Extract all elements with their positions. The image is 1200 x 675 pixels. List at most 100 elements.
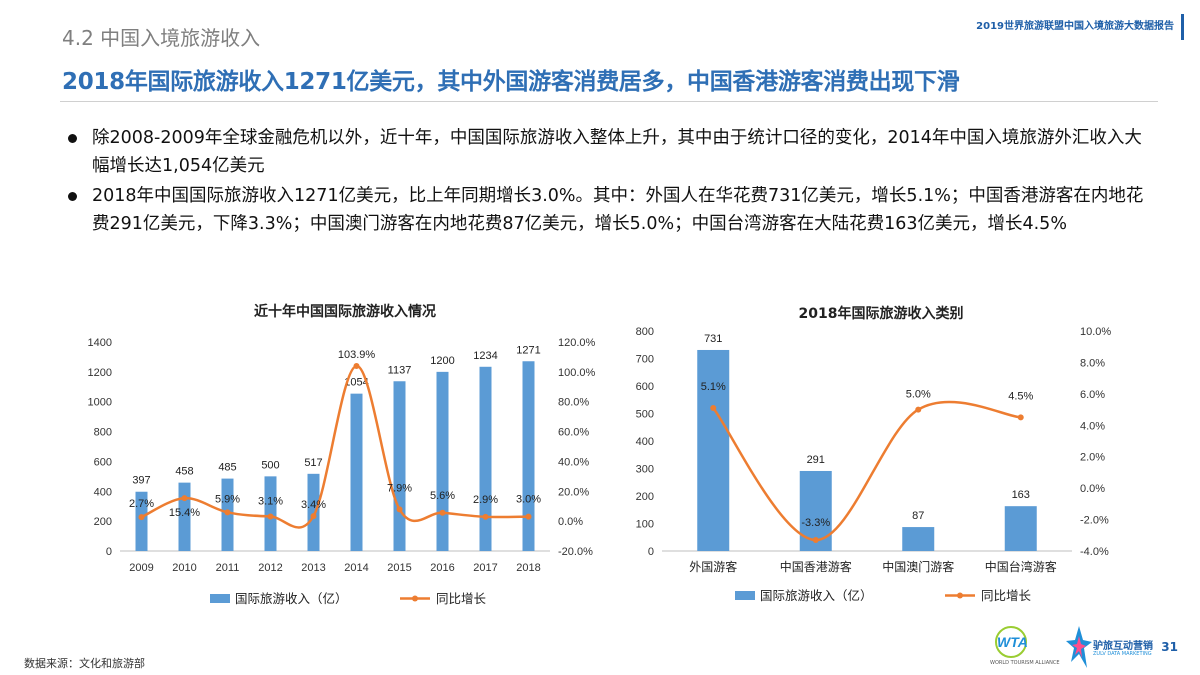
growth-value-label: 4.5% <box>1008 390 1033 402</box>
bar-value-label: 458 <box>175 466 193 478</box>
y-left-tick-label: 600 <box>636 381 654 393</box>
bar <box>436 371 449 551</box>
legend-label: 同比增长 <box>436 591 487 606</box>
growth-point <box>525 513 532 520</box>
page-headline: 2018年国际旅游收入1271亿美元，其中外国游客消费居多，中国香港游客消费出现… <box>62 69 960 95</box>
headline-divider <box>60 101 1158 102</box>
y-left-tick-label: 700 <box>636 354 654 366</box>
growth-point <box>396 506 403 513</box>
y-right-tick-label: -20.0% <box>558 546 593 558</box>
y-left-tick-label: 0 <box>106 546 112 558</box>
growth-value-label: 3.0% <box>516 494 541 506</box>
growth-point <box>710 405 717 411</box>
chart-2018-categories-svg: 2018年国际旅游收入类别 0 100 200 300 400 500 600 700 800 -4… <box>636 305 1112 603</box>
y-left-tick-label: 300 <box>636 464 654 476</box>
y-right-tick-label: 80.0% <box>558 397 589 409</box>
growth-line <box>140 364 529 529</box>
report-name: 2019世界旅游联盟中国入境旅游大数据报告 <box>976 21 1174 32</box>
bar <box>350 393 363 551</box>
growth-point <box>181 495 188 502</box>
legend-bar-swatch <box>735 591 755 600</box>
y-right-tick-label: 0.0% <box>558 516 583 528</box>
chart-decade-revenue-svg: 近十年中国国际旅游收入情况 0 200 400 600 800 1000 1200 1400 -2… <box>88 303 596 606</box>
bar-value-label: 1271 <box>516 344 540 356</box>
category-label: 2011 <box>216 562 240 574</box>
y-right-tick-label: 4.0% <box>1080 420 1105 432</box>
y-right-tick-label: 100.0% <box>558 367 596 379</box>
wta-logo-caption: WORLD TOURISM ALLIANCE <box>990 660 1060 666</box>
growth-line <box>712 400 1021 542</box>
bar-value-label: 1200 <box>430 355 454 367</box>
zulv-logo-subtext: ZULV DATA MARKETING <box>1093 651 1152 657</box>
y-right-tick-label: 60.0% <box>558 427 589 439</box>
y-right-tick-label: 10.0% <box>1080 326 1111 338</box>
y-left-tick-label: 800 <box>636 326 654 338</box>
y-left-tick-label: 400 <box>636 436 654 448</box>
growth-point <box>138 514 145 521</box>
zulv-logo-text: 驴旅互动营销 <box>1093 641 1153 652</box>
category-label: 2010 <box>172 562 196 574</box>
bullet-item: 除2008-2009年全球金融危机以外，近十年，中国国际旅游收入整体上升，其中由… <box>66 124 1156 180</box>
legend-label: 国际旅游收入（亿） <box>760 588 873 603</box>
bar-value-label: 397 <box>132 475 150 487</box>
bar <box>522 361 535 551</box>
y-left-tick-label: 800 <box>94 427 112 439</box>
growth-point <box>1017 414 1024 421</box>
y-left-tick-label: 100 <box>636 519 654 531</box>
growth-value-label: 5.9% <box>215 493 240 505</box>
section-title: 4.2 中国入境旅游收入 <box>62 26 261 50</box>
legend-label: 同比增长 <box>981 588 1032 603</box>
chart-decade-revenue: 近十年中国国际旅游收入情况 0 200 400 600 800 1000 1200 1400 -2… <box>60 296 630 621</box>
bar <box>393 381 406 551</box>
growth-value-label: -3.3% <box>801 517 830 529</box>
category-label: 中国香港游客 <box>780 559 852 574</box>
growth-value-label: 3.4% <box>301 499 326 511</box>
bullet-item: 2018年中国国际旅游收入1271亿美元，比上年同期增长3.0%。其中：外国人在… <box>66 182 1156 238</box>
category-label: 2016 <box>430 562 454 574</box>
y-right-tick-label: 40.0% <box>558 456 589 468</box>
bar-value-label: 1137 <box>388 364 412 376</box>
growth-point <box>310 513 317 520</box>
wta-logo-icon: WTA <box>995 626 1028 658</box>
bar-value-label: 485 <box>218 462 236 474</box>
y-right-tick-label: 120.0% <box>558 337 596 349</box>
y-right-tick-label: 20.0% <box>558 486 589 498</box>
wta-logo-text: WTA <box>997 634 1028 650</box>
report-accent-bar <box>1181 14 1184 40</box>
category-label: 外国游客 <box>689 559 737 574</box>
growth-point <box>812 537 819 543</box>
y-left-tick-label: 400 <box>94 486 112 498</box>
growth-point <box>267 513 274 520</box>
bullet-dot-icon <box>68 134 77 143</box>
legend-bar-swatch <box>210 594 230 603</box>
y-left-tick-label: 1400 <box>88 337 112 349</box>
bar <box>1004 506 1037 551</box>
bar <box>307 473 320 551</box>
bar-value-label: 163 <box>1012 489 1030 501</box>
growth-point <box>439 509 446 516</box>
category-label: 2014 <box>344 562 368 574</box>
bullet-text: 除2008-2009年全球金融危机以外，近十年，中国国际旅游收入整体上升，其中由… <box>92 128 1142 176</box>
growth-value-label: 5.1% <box>701 381 726 393</box>
bullet-text: 2018年中国国际旅游收入1271亿美元，比上年同期增长3.0%。其中：外国人在… <box>92 186 1144 234</box>
y-left-tick-label: 0 <box>648 546 654 558</box>
bar-value-label: 517 <box>304 457 322 469</box>
category-label: 2009 <box>129 562 153 574</box>
growth-point <box>224 509 231 516</box>
bar <box>479 366 492 551</box>
bar-value-label: 731 <box>704 333 722 345</box>
chart-title: 近十年中国国际旅游收入情况 <box>254 303 436 320</box>
bar-value-label: 500 <box>261 459 279 471</box>
y-left-tick-label: 1200 <box>88 367 112 379</box>
bar <box>902 527 935 551</box>
category-label: 2018 <box>516 562 540 574</box>
bar-value-label: 1054 <box>344 377 368 389</box>
y-left-tick-label: 500 <box>636 409 654 421</box>
growth-value-label: 5.6% <box>430 490 455 502</box>
growth-value-label: 7.9% <box>387 482 412 494</box>
growth-value-label: 2.7% <box>129 498 154 510</box>
y-left-tick-label: 200 <box>636 491 654 503</box>
y-left-tick-label: 600 <box>94 456 112 468</box>
zulv-star-logo-icon <box>1066 626 1092 668</box>
legend-line-marker <box>412 595 418 602</box>
